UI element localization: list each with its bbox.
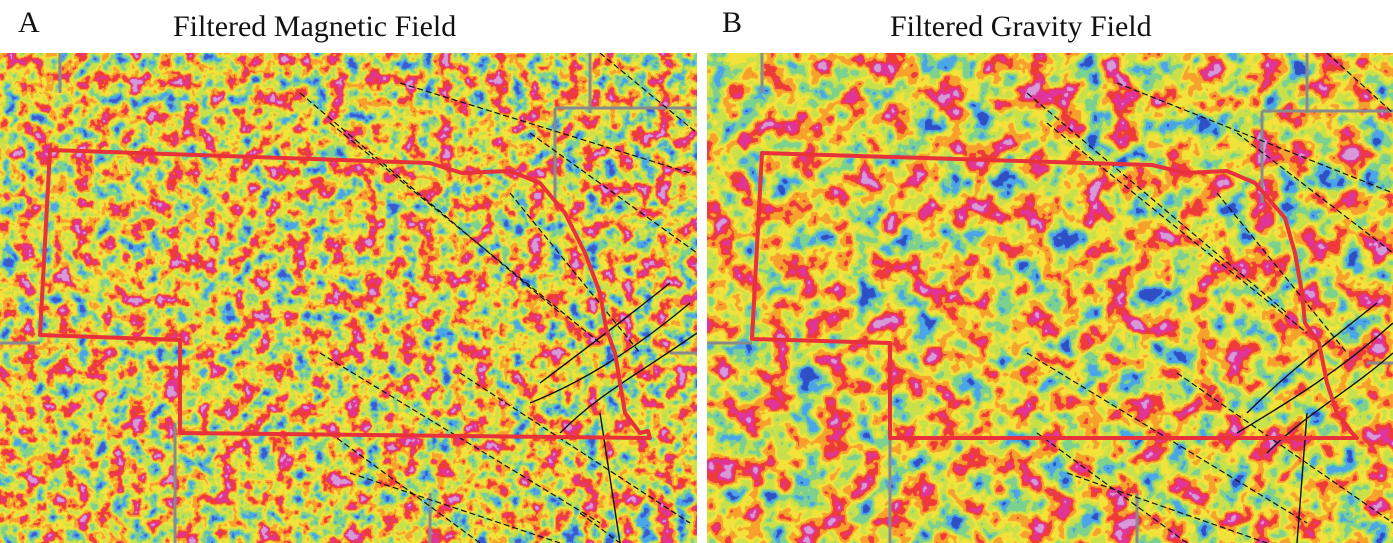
fault-line: [1236, 322, 1393, 434]
fault-line: [1046, 122, 1308, 334]
fault-line: [459, 372, 691, 524]
gravity-field-map: [707, 53, 1393, 543]
fault-line: [579, 512, 621, 543]
state-boundary: [38, 148, 652, 440]
state-boundary: [750, 151, 1359, 440]
fault-line: [1216, 192, 1348, 354]
fault-line: [1296, 412, 1308, 543]
panel-letter-b: B: [722, 6, 743, 39]
fault-line: [509, 192, 641, 354]
fault-lines: [1026, 53, 1393, 543]
fault-line: [1066, 472, 1268, 543]
fault-line: [529, 132, 697, 254]
fault-line: [299, 92, 561, 314]
magnetic-map-svg: [0, 53, 697, 543]
fault-line: [1176, 372, 1393, 524]
county-lines: [0, 53, 697, 543]
fault-line: [599, 53, 697, 134]
fault-line: [599, 412, 621, 543]
panel-magnetic: A Filtered Magnetic Field: [0, 6, 697, 543]
magnetic-field-map: [0, 53, 697, 543]
fault-line: [529, 302, 691, 404]
fault-line: [539, 282, 671, 384]
panel-gravity: B Filtered Gravity Field: [707, 0, 1393, 543]
fault-line: [1026, 92, 1288, 314]
fault-line: [1236, 132, 1393, 254]
panel-title-magnetic: Filtered Magnetic Field: [173, 10, 457, 43]
magnetic-anomaly-raster: [0, 53, 697, 543]
gravity-map-svg: [707, 53, 1393, 543]
fault-lines: [299, 53, 697, 543]
fault-line: [1116, 82, 1393, 194]
fault-line: [329, 432, 481, 543]
county-lines: [707, 53, 1393, 543]
state-boundary-line: [38, 148, 652, 440]
fault-line: [399, 82, 691, 174]
fault-line: [349, 472, 561, 543]
gravity-anomaly-raster: [707, 53, 1393, 543]
panel-letter-a: A: [18, 6, 40, 39]
fault-line: [559, 332, 697, 434]
panel-title-gravity: Filtered Gravity Field: [890, 10, 1152, 43]
fault-line: [1036, 432, 1188, 543]
state-boundary-line: [750, 151, 1359, 440]
fault-line: [319, 352, 601, 524]
fault-line: [1246, 302, 1378, 414]
fault-line: [1326, 53, 1393, 114]
